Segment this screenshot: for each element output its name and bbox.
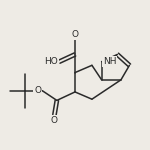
Text: O: O (72, 30, 78, 39)
Text: O: O (51, 116, 58, 125)
Text: NH: NH (103, 57, 116, 66)
Text: HO: HO (44, 57, 58, 66)
Text: O: O (34, 86, 41, 95)
